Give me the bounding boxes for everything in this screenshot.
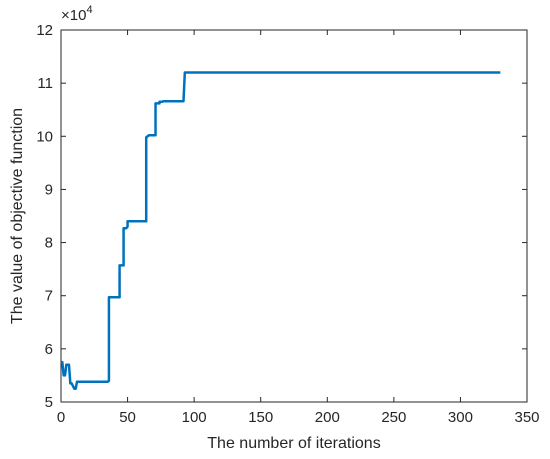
series-line-1 xyxy=(61,71,501,390)
x-tick-label: 300 xyxy=(448,409,473,426)
x-tick-label: 350 xyxy=(514,409,539,426)
axes: 0 50 100 150 200 250 300 350 5 6 7 8 9 10 11 12 xyxy=(36,22,539,426)
y-axis-label: The value of objective function xyxy=(9,108,26,324)
y-tick-label: 9 xyxy=(45,181,53,198)
x-tick-label: 0 xyxy=(57,409,65,426)
y-exponent-base: ×10 xyxy=(61,7,86,24)
x-tick-label: 250 xyxy=(381,409,406,426)
x-tick-label: 100 xyxy=(182,409,207,426)
data-layer xyxy=(61,71,501,390)
y-axis-exponent-label: ×104 xyxy=(61,4,93,24)
plot-area-frame xyxy=(60,29,528,403)
x-tick-label: 200 xyxy=(315,409,340,426)
y-tick-label: 10 xyxy=(36,128,53,145)
y-tick-label: 8 xyxy=(45,235,53,252)
x-axis-label: The number of iterations xyxy=(207,435,380,452)
y-tick-label: 11 xyxy=(37,75,53,92)
y-exponent-power: 4 xyxy=(86,4,92,16)
x-tick-label: 150 xyxy=(248,409,273,426)
y-tick-label: 5 xyxy=(45,394,53,411)
y-tick-label: 12 xyxy=(36,22,53,39)
y-tick-label: 6 xyxy=(45,341,53,358)
x-tick-label: 50 xyxy=(119,409,136,426)
y-tick-label: 7 xyxy=(45,288,53,305)
